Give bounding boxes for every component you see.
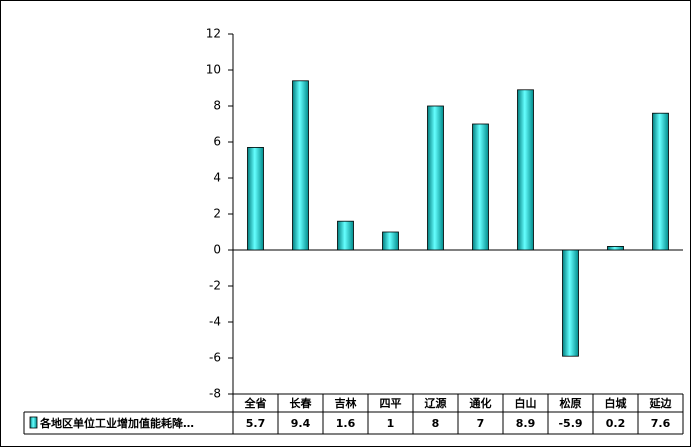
- y-tick-label: -4: [209, 315, 221, 329]
- bar: [472, 123, 489, 251]
- table-value: 9.4: [291, 417, 311, 430]
- x-tick-label: 松原: [560, 396, 582, 410]
- table-value: 0.2: [606, 417, 626, 430]
- y-tick-label: -2: [209, 279, 221, 293]
- x-tick-label: 通化: [470, 396, 492, 410]
- bar: [562, 249, 579, 357]
- legend-label: 各地区单位工业增加值能耗降…: [39, 416, 194, 430]
- bar: [292, 80, 309, 251]
- y-tick-label: 6: [213, 135, 221, 149]
- y-tick-label: 4: [213, 171, 221, 185]
- bar: [337, 220, 354, 251]
- y-tick-label: -8: [209, 387, 221, 401]
- y-tick-label: 2: [213, 207, 221, 221]
- y-tick-label: 8: [213, 99, 221, 113]
- bar: [382, 231, 399, 251]
- x-tick-label: 辽源: [425, 396, 447, 410]
- y-tick-label: 12: [206, 27, 221, 41]
- y-tick-label: 10: [206, 63, 221, 77]
- x-tick-label: 白城: [605, 396, 627, 410]
- x-tick-label: 四平: [380, 397, 402, 410]
- x-tick-label: 延边: [649, 396, 673, 410]
- table-value: 7.6: [651, 417, 671, 430]
- bar: [652, 112, 669, 251]
- table-value: 1: [387, 417, 395, 430]
- x-tick-label: 白山: [515, 396, 537, 410]
- y-tick-label: 0: [213, 243, 221, 257]
- bar: [247, 146, 264, 251]
- table-value: 8: [432, 417, 440, 430]
- table-value: 7: [477, 417, 485, 430]
- x-tick-label: 吉林: [335, 396, 357, 410]
- table-value: 1.6: [336, 417, 356, 430]
- bar: [607, 245, 624, 251]
- y-tick-label: -6: [209, 351, 221, 365]
- bar: [427, 105, 444, 251]
- bar: [517, 89, 534, 251]
- x-tick-label: 全省: [244, 396, 267, 410]
- table-value: -5.9: [558, 417, 582, 430]
- table-value: 8.9: [516, 417, 536, 430]
- legend-key: [29, 416, 38, 429]
- table-value: 5.7: [246, 417, 266, 430]
- x-tick-label: 长春: [290, 396, 313, 410]
